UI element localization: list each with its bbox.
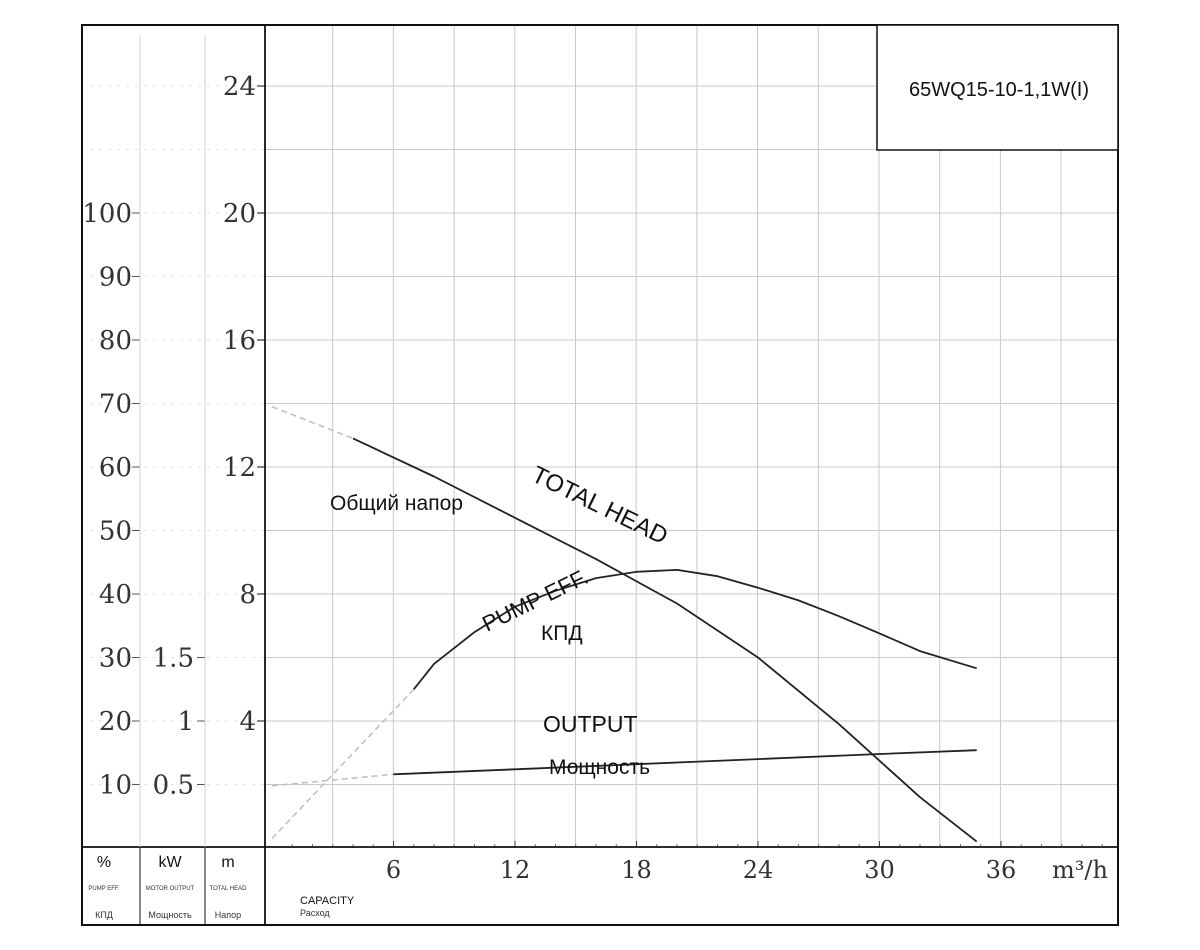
kw-axis-tick-label: 1.5 bbox=[153, 644, 194, 674]
pump-eff-extrapolation-line bbox=[271, 688, 415, 840]
footer-sub-label-ru: Мощность bbox=[148, 910, 192, 920]
pct-unit-header: % bbox=[97, 854, 111, 871]
x-axis-tick-label: 30 bbox=[864, 856, 895, 884]
pct-axis-tick-label: 30 bbox=[99, 644, 132, 674]
series-layer bbox=[271, 406, 978, 843]
kw-axis-tick-label: 1 bbox=[177, 707, 194, 737]
output-label-ru: Мощность bbox=[549, 756, 650, 779]
output-curve bbox=[393, 749, 977, 776]
m-axis-tick-label: 8 bbox=[239, 580, 256, 610]
total-head-extrapolation-line bbox=[271, 406, 354, 440]
pct-axis-tick-label: 90 bbox=[99, 263, 132, 293]
x-axis-tick-label: 36 bbox=[986, 856, 1017, 884]
capacity-label-ru: Расход bbox=[300, 908, 330, 918]
footer-sub-label-en: PUMP EFF. bbox=[88, 886, 120, 892]
m-axis-tick-label: 20 bbox=[223, 199, 256, 229]
pct-axis-tick-label: 20 bbox=[99, 707, 132, 737]
frame: 65WQ15-10-1,1W(I) bbox=[81, 24, 1119, 926]
total-head-curve bbox=[352, 437, 978, 843]
m-axis-tick-label: 12 bbox=[223, 453, 256, 483]
output-label: OUTPUT bbox=[543, 711, 638, 737]
x-axis-unit: m³/h bbox=[1052, 856, 1108, 884]
footer-sub-label-ru: КПД bbox=[95, 910, 113, 920]
pct-axis-tick-label: 100 bbox=[82, 199, 132, 229]
output-extrapolation-line bbox=[271, 773, 394, 787]
footer-sub-label-en: TOTAL HEAD bbox=[210, 886, 248, 892]
x-axis-tick-label: 18 bbox=[621, 856, 652, 884]
outer-border bbox=[81, 24, 1119, 926]
m-axis-tick-label: 16 bbox=[223, 326, 256, 356]
pct-axis-tick-label: 60 bbox=[99, 453, 132, 483]
pct-axis-tick-label: 70 bbox=[99, 390, 132, 420]
capacity-label-en: CAPACITY bbox=[300, 895, 355, 907]
x-axis-tick-label: 6 bbox=[386, 856, 401, 884]
model-label: 65WQ15-10-1,1W(I) bbox=[909, 79, 1089, 101]
pump-eff-label-ru: КПД bbox=[541, 622, 583, 645]
pump-eff-curve bbox=[413, 569, 977, 690]
total-head-label-ru: Общий напор bbox=[330, 492, 463, 515]
pct-axis-tick-label: 50 bbox=[99, 517, 132, 547]
footer-sub-label-ru: Напор bbox=[215, 910, 241, 920]
pct-axis-tick-label: 40 bbox=[99, 580, 132, 610]
pct-axis-tick-label: 80 bbox=[99, 326, 132, 356]
grid bbox=[90, 25, 1118, 847]
x-axis-tick-label: 12 bbox=[500, 856, 531, 884]
kw-axis-tick-label: 0.5 bbox=[153, 771, 194, 801]
m-axis-tick-label: 4 bbox=[239, 707, 256, 737]
pct-axis-tick-label: 10 bbox=[99, 771, 132, 801]
m-unit-header: m bbox=[221, 854, 234, 871]
x-axis-tick-label: 24 bbox=[743, 856, 774, 884]
model-box bbox=[876, 24, 1119, 151]
kw-unit-header: kW bbox=[158, 854, 182, 871]
m-axis-tick-label: 24 bbox=[223, 72, 256, 102]
footer-sub-label-en: MOTOR OUTPUT bbox=[146, 886, 195, 892]
